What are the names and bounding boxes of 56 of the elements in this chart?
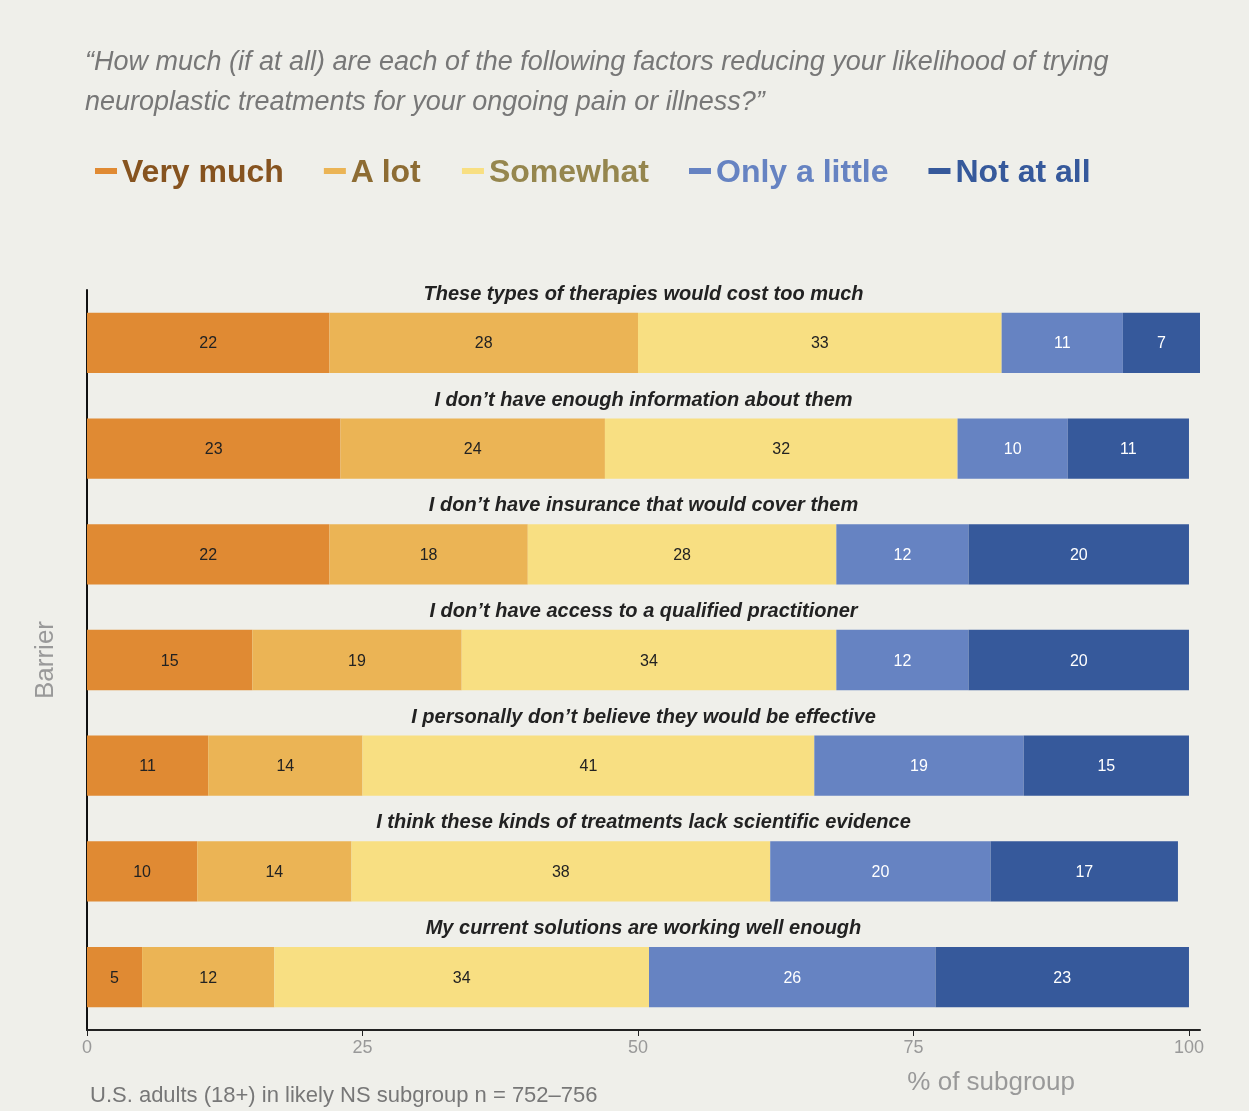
data-label: 41 xyxy=(579,757,598,775)
data-label: 23 xyxy=(204,440,223,458)
data-label: 12 xyxy=(199,968,218,986)
data-label: 26 xyxy=(783,968,802,986)
data-label: 12 xyxy=(893,651,912,669)
y-tick-label: I don’t have access to a qualified practitioner xyxy=(429,599,859,621)
data-label: 28 xyxy=(673,545,692,563)
data-label: 18 xyxy=(419,545,438,563)
data-label: 28 xyxy=(474,334,493,352)
data-label: 22 xyxy=(199,545,218,563)
legend-label: Very much xyxy=(122,153,284,189)
data-label: 10 xyxy=(133,862,152,880)
data-label: 15 xyxy=(1097,757,1116,775)
data-label: 34 xyxy=(640,651,659,669)
y-tick-label: I think these kinds of treatments lack scientific evidence xyxy=(376,810,911,833)
legend-label: A lot xyxy=(350,153,422,189)
legend-label: Not at all xyxy=(955,153,1091,189)
x-tick-label: 25 xyxy=(352,1037,373,1057)
data-label: 20 xyxy=(1069,545,1088,563)
data-label: 12 xyxy=(893,545,912,563)
data-label: 5 xyxy=(110,968,120,986)
data-label: 17 xyxy=(1075,862,1094,880)
data-label: 23 xyxy=(1053,968,1072,986)
x-tick-label: 100 xyxy=(1173,1037,1204,1057)
data-label: 11 xyxy=(1120,440,1137,458)
x-tick-label: 50 xyxy=(627,1037,649,1057)
data-label: 32 xyxy=(772,440,791,458)
x-axis-title: % of subgroup xyxy=(907,1066,1075,1096)
data-label: 38 xyxy=(551,862,570,880)
data-label: 10 xyxy=(1003,440,1022,458)
data-label: 15 xyxy=(160,651,179,669)
data-label: 19 xyxy=(348,651,366,669)
legend-label: Only a little xyxy=(715,153,889,189)
data-label: 24 xyxy=(463,440,482,458)
data-label: 11 xyxy=(139,757,157,775)
y-tick-label: I don’t have enough information about them xyxy=(434,387,853,410)
y-axis-title: Barrier xyxy=(29,620,59,700)
text: U.S. adults (18+) in likely NS subgroup n = 752–756 xyxy=(90,1081,598,1107)
data-label: 22 xyxy=(199,334,218,352)
data-label: 19 xyxy=(910,757,928,775)
data-label: 14 xyxy=(276,757,295,775)
data-label: 34 xyxy=(452,968,471,986)
data-label: 20 xyxy=(871,862,890,880)
data-label: 11 xyxy=(1053,334,1071,352)
y-tick-label: I don’t have insurance that would cover them xyxy=(428,493,859,516)
data-label: 14 xyxy=(265,862,284,880)
y-tick-label: I personally don’t believe they would be effective xyxy=(411,704,876,727)
data-label: 7 xyxy=(1156,334,1166,352)
legend-label: Somewhat xyxy=(488,153,650,189)
data-label: 33 xyxy=(810,334,829,352)
y-tick-label: My current solutions are working well enough xyxy=(425,916,862,939)
data-label: 20 xyxy=(1069,651,1088,669)
x-tick-label: 0 xyxy=(81,1037,93,1057)
y-tick-label: These types of therapies would cost too much xyxy=(423,281,864,304)
chart-title: “How much (if at all) are each of the following factors reducing your likelihood of trying neuroplastic treatments for your ongoing pain or illness?” xyxy=(85,46,1116,116)
x-tick-label: 75 xyxy=(903,1037,924,1057)
